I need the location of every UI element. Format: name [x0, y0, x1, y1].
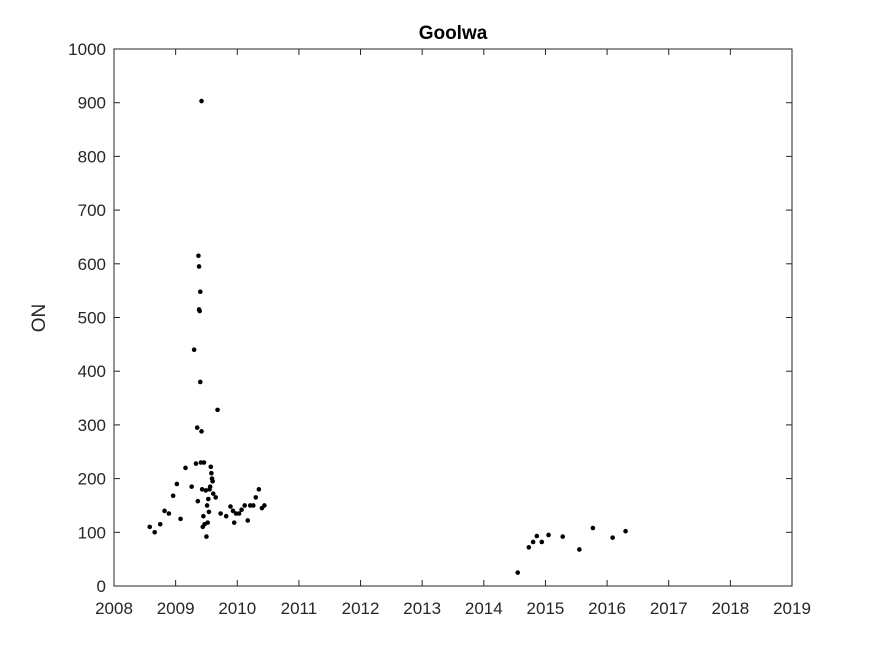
x-axis: 2008 2009 2010 2011 2012 2013 2014 2015 2016 2017… [95, 49, 811, 618]
data-points [147, 98, 628, 575]
data-point [206, 509, 212, 515]
data-point [152, 530, 157, 535]
data-point [209, 470, 214, 476]
data-point [262, 503, 267, 508]
data-point [515, 570, 521, 575]
data-point [206, 496, 211, 502]
data-point [183, 465, 188, 471]
x-tick-label: 2011 [281, 599, 318, 618]
y-tick-label: 0 [97, 577, 106, 596]
data-point [157, 521, 163, 527]
data-point [194, 425, 200, 430]
data-point [201, 460, 207, 465]
data-point [539, 539, 545, 545]
data-point [195, 498, 201, 504]
data-point [199, 487, 205, 492]
data-point [623, 528, 628, 534]
data-point [231, 520, 237, 525]
data-point [215, 407, 220, 413]
data-point [590, 525, 596, 531]
data-point [196, 253, 201, 259]
data-point [230, 508, 236, 514]
y-tick-label: 400 [78, 362, 106, 381]
data-point [253, 495, 259, 500]
y-axis-label: ON [29, 304, 50, 333]
plot-area [113, 48, 793, 587]
x-tick-label: 2008 [95, 599, 133, 618]
data-point [239, 507, 244, 513]
data-point [162, 508, 167, 514]
data-point [208, 464, 214, 470]
data-point [207, 484, 213, 489]
data-point [170, 493, 176, 499]
data-point [242, 503, 247, 508]
data-point [199, 98, 204, 104]
data-point [166, 511, 172, 516]
y-tick-label: 800 [78, 147, 106, 166]
data-point [223, 513, 229, 519]
data-point [534, 533, 540, 539]
data-point [199, 429, 204, 434]
data-point [256, 487, 262, 492]
data-point [197, 379, 203, 385]
data-point [250, 503, 256, 508]
y-tick-label: 1000 [68, 40, 106, 59]
data-point [191, 347, 197, 353]
data-point [228, 504, 233, 509]
x-tick-label: 2017 [650, 599, 688, 618]
y-tick-label: 700 [78, 201, 106, 220]
data-point [236, 511, 242, 516]
data-point [546, 532, 551, 538]
y-tick-label: 500 [78, 309, 106, 328]
data-point [218, 511, 223, 516]
data-point [560, 534, 566, 539]
x-tick-label: 2014 [465, 599, 503, 618]
x-tick-label: 2009 [157, 599, 195, 618]
chart-title: Goolwa [419, 23, 488, 44]
data-point [577, 547, 582, 552]
data-point [203, 488, 209, 493]
y-axis: 0 100 200 300 400 500 600 700 800 900 1000 [68, 40, 792, 596]
data-point [204, 503, 210, 508]
x-tick-label: 2010 [218, 599, 256, 618]
data-point [189, 484, 194, 489]
y-tick-label: 900 [78, 94, 106, 113]
data-point [197, 289, 203, 295]
data-point [201, 513, 206, 519]
data-point [205, 520, 210, 525]
data-point [204, 534, 209, 539]
data-point [210, 478, 215, 484]
x-tick-label: 2018 [711, 599, 749, 618]
data-point [147, 524, 153, 530]
data-point [213, 495, 218, 500]
data-point [526, 545, 532, 550]
data-point [197, 308, 202, 314]
data-point [530, 539, 536, 545]
y-tick-label: 200 [78, 470, 106, 489]
data-point [245, 518, 251, 523]
data-point [210, 491, 216, 496]
data-point [196, 264, 202, 269]
y-tick-label: 600 [78, 255, 106, 274]
data-point [610, 535, 615, 540]
x-tick-label: 2013 [403, 599, 441, 618]
y-tick-label: 100 [78, 523, 106, 542]
data-point [178, 516, 183, 522]
data-point [193, 461, 199, 466]
x-tick-label: 2015 [527, 599, 565, 618]
y-tick-label: 300 [78, 416, 106, 435]
x-tick-label: 2012 [342, 599, 380, 618]
x-tick-label: 2019 [773, 599, 811, 618]
x-tick-label: 2016 [588, 599, 626, 618]
data-point [174, 481, 180, 487]
